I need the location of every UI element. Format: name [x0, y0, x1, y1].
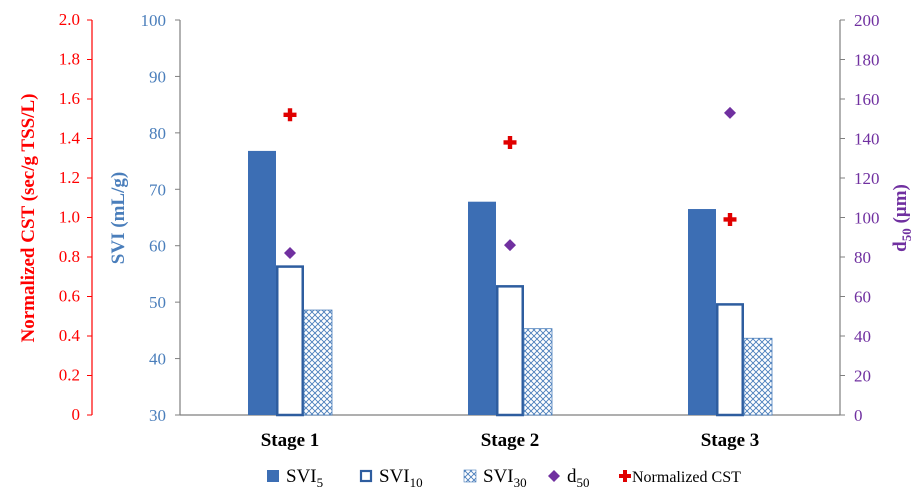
- d50-marker-3: [724, 106, 736, 119]
- legend-item-normalized-cst: Normalized CST: [619, 469, 741, 486]
- legend-label-sub: 30: [514, 475, 527, 490]
- legend-label-base: SVI: [379, 466, 410, 487]
- svi-tick-label: 50: [149, 293, 166, 312]
- cst-tick-label: 1.8: [59, 50, 80, 69]
- bar-svi10-3: [716, 303, 744, 417]
- d50-tick-label: 120: [854, 169, 880, 188]
- bar-svi5-3: [688, 209, 716, 415]
- legend-item-svi30: SVI30: [463, 466, 527, 490]
- legend-item-svi5: SVI5: [267, 466, 323, 490]
- d50-tick-label: 160: [854, 90, 880, 109]
- cst-tick-label: 1.2: [59, 168, 80, 187]
- d50-tick-label: 140: [854, 130, 880, 149]
- d50-marker-1: [284, 247, 296, 260]
- markers-layer: [283, 106, 737, 260]
- svi-tick-label: 70: [149, 180, 166, 199]
- bar-svi30-3: [743, 337, 773, 416]
- d50-tick-label: 100: [854, 209, 880, 228]
- bar-svi10-2: [496, 285, 524, 417]
- category-labels: Stage 1 Stage 2 Stage 3: [261, 430, 760, 451]
- d50-marker-2: [504, 239, 516, 252]
- d50-axis-title-sub: 50: [899, 228, 914, 241]
- legend-label: Normalized CST: [632, 469, 741, 486]
- bar-svi5-2: [468, 201, 496, 415]
- legend-label: SVI5: [286, 466, 323, 490]
- bar-svi30-2: [523, 328, 553, 416]
- legend-label-base: Normalized CST: [632, 469, 741, 486]
- bar-svi30-1: [303, 309, 333, 416]
- cst-tick-label: 0.6: [59, 287, 80, 306]
- cst-marker-2: [503, 135, 517, 149]
- svi-tick-label: 80: [149, 124, 166, 143]
- legend-label: SVI30: [483, 466, 527, 490]
- d50-axis-title-unit: (µm): [890, 184, 911, 228]
- d50-axis-title: d50 (µm): [890, 184, 914, 252]
- category-label-2: Stage 2: [481, 430, 540, 451]
- cst-tick-label: 0.2: [59, 366, 80, 385]
- bar-svi10-1: [276, 265, 304, 417]
- d50-tick-label: 200: [854, 11, 880, 30]
- cst-tick-label: 1.6: [59, 89, 80, 108]
- legend-label-sub: 5: [317, 475, 324, 490]
- bars-layer: [248, 150, 773, 417]
- legend-label-base: SVI: [286, 466, 317, 487]
- legend-label-base: d: [567, 466, 577, 487]
- svi-tick-label: 30: [149, 406, 166, 425]
- legend-swatch: [463, 469, 477, 483]
- cst-tick-label: 0.8: [59, 247, 80, 266]
- legend-label-base: SVI: [483, 466, 514, 487]
- cst-marker-1: [283, 108, 297, 122]
- d50-tick-label: 180: [854, 51, 880, 70]
- d50-axis-title-base: d: [890, 241, 911, 252]
- cst-marker-3: [723, 212, 737, 226]
- cst-tick-label: 1.4: [59, 129, 81, 148]
- cst-axis-title: Normalized CST (sec/g TSS/L): [18, 94, 39, 343]
- legend-item-d50: d50: [548, 466, 590, 490]
- legend-swatch: [359, 469, 373, 483]
- cst-tick-label: 0: [72, 405, 81, 424]
- cst-tick-label: 1.0: [59, 208, 80, 227]
- d50-tick-label: 40: [854, 327, 871, 346]
- svi-axis-title: SVI (mL/g): [108, 172, 129, 264]
- d50-tick-label: 0: [854, 406, 863, 425]
- legend-label: d50: [567, 466, 590, 490]
- legend-label-sub: 10: [410, 475, 423, 490]
- svi-tick-label: 100: [141, 11, 167, 30]
- legend-swatch: [267, 470, 279, 482]
- svi-tick-label: 90: [149, 67, 166, 86]
- d50-tick-label: 80: [854, 248, 871, 267]
- category-label-1: Stage 1: [261, 430, 320, 451]
- svi-tick-label: 60: [149, 237, 166, 256]
- legend-swatch: [619, 470, 631, 482]
- cst-tick-label: 0.4: [59, 326, 81, 345]
- category-label-3: Stage 3: [701, 430, 760, 451]
- legend-item-svi10: SVI10: [359, 466, 423, 490]
- bar-svi5-1: [248, 150, 276, 415]
- axes-layer: 0 0.2 0.4 0.6 0.8 1.0 1.2 1.4 1.6 1.8 2.0 30 40 50 60 7…: [59, 10, 880, 425]
- legend-label-sub: 50: [577, 475, 590, 490]
- legend-swatch: [548, 470, 560, 482]
- d50-tick-label: 60: [854, 288, 871, 307]
- d50-tick-label: 20: [854, 367, 871, 386]
- svi-tick-label: 40: [149, 350, 166, 369]
- legend: SVI5 SVI10 SVI30 d50 Normalized CST: [267, 466, 741, 490]
- cst-tick-label: 2.0: [59, 10, 80, 29]
- legend-label: SVI10: [379, 466, 423, 490]
